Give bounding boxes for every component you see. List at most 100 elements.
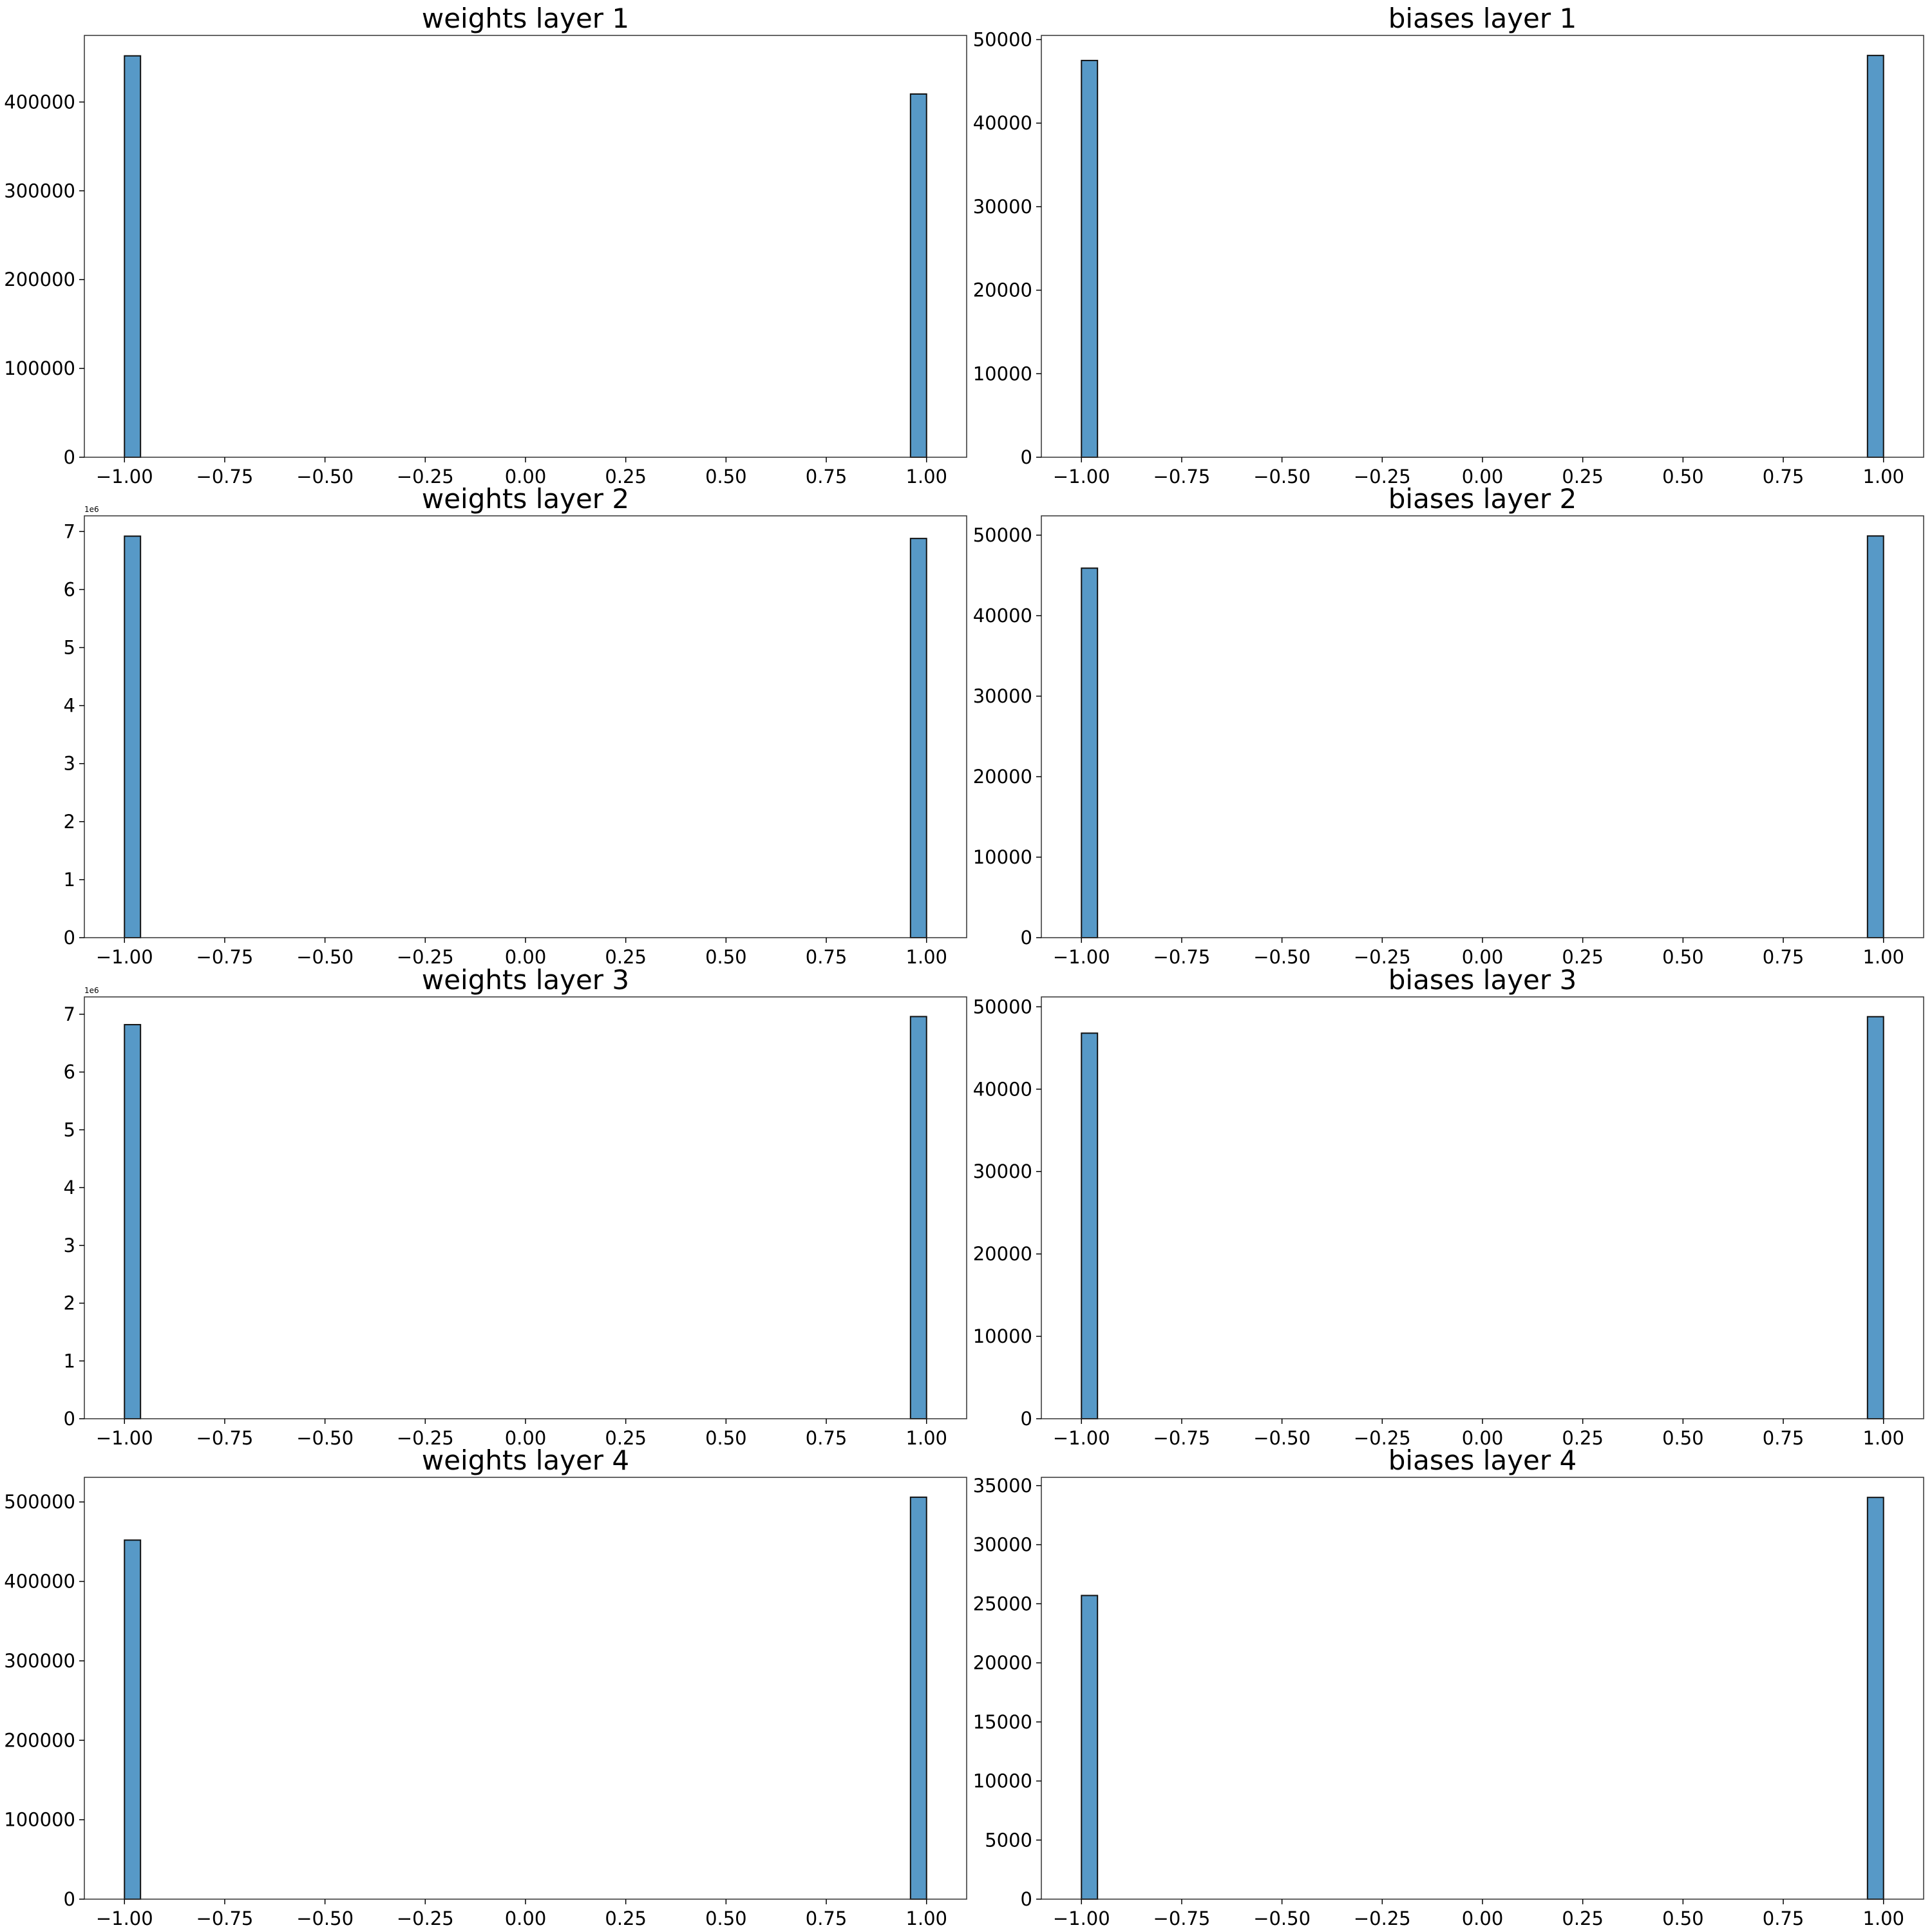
y-tick-label: 20000 <box>973 279 1032 301</box>
panel-title: weights layer 4 <box>422 1444 629 1476</box>
y-tick-label: 1 <box>64 1350 75 1372</box>
x-tick-label: −1.00 <box>96 1908 153 1929</box>
x-tick-label: 0.75 <box>1763 466 1804 488</box>
x-tick-label: −0.75 <box>196 1427 254 1449</box>
x-tick-label: 1.00 <box>1862 946 1904 968</box>
y-tick-label: 2 <box>64 1293 75 1314</box>
x-tick-label: −0.25 <box>1354 1908 1411 1929</box>
y-tick-label: 4 <box>64 695 75 717</box>
x-tick-label: −0.75 <box>1153 466 1211 488</box>
y-offset-label: 1e6 <box>84 986 99 995</box>
x-tick-label: 0.00 <box>1462 1427 1504 1449</box>
y-tick-label: 20000 <box>973 1652 1032 1674</box>
histogram-bar <box>909 1496 927 1900</box>
x-tick-label: 0.25 <box>605 1908 647 1929</box>
y-tick-label: 20000 <box>973 766 1032 788</box>
x-tick-label: 0.75 <box>806 946 848 968</box>
y-tick-label: 400000 <box>4 1571 75 1593</box>
y-tick-label: 0 <box>64 446 75 468</box>
histogram-panel-2: biases layer 1 −1.00 −0.75 −0.50 −0.25 0.00 0.… <box>973 3 1924 488</box>
histogram-panel-4: biases layer 2 −1.00 −0.75 −0.50 −0.25 0.00 0.… <box>973 483 1924 968</box>
histogram-bar <box>124 535 142 938</box>
histogram-bar <box>1866 1016 1884 1419</box>
histogram-bar <box>909 538 927 938</box>
y-tick-label: 30000 <box>973 685 1032 707</box>
axes-frame <box>1041 35 1924 458</box>
panel-title: weights layer 3 <box>422 964 629 996</box>
y-offset-label: 1e6 <box>84 505 99 514</box>
y-tick-label: 5 <box>64 1119 75 1141</box>
histogram-bar <box>1081 1595 1099 1900</box>
axes-frame <box>1041 515 1924 938</box>
x-tick-label: −0.75 <box>1153 946 1211 968</box>
panel-title: biases layer 3 <box>1388 964 1577 996</box>
x-tick-label: 0.25 <box>605 946 647 968</box>
y-tick-label: 30000 <box>973 1160 1032 1182</box>
y-tick-label: 40000 <box>973 112 1032 134</box>
histogram-bar <box>1866 1497 1884 1900</box>
x-tick-label: 0.25 <box>1562 1427 1604 1449</box>
x-tick-label: 1.00 <box>905 1427 947 1449</box>
y-tick-label: 20000 <box>973 1243 1032 1265</box>
histogram-bar <box>909 93 927 459</box>
y-tick-label: 6 <box>64 578 75 600</box>
x-tick-label: −0.50 <box>296 1908 354 1929</box>
y-tick-label: 3 <box>64 753 75 775</box>
y-tick-label: 30000 <box>973 196 1032 218</box>
x-tick-label: −1.00 <box>96 1427 153 1449</box>
x-tick-label: −0.75 <box>1153 1427 1211 1449</box>
x-tick-label: 0.00 <box>505 1908 547 1929</box>
x-tick-label: 1.00 <box>905 466 947 488</box>
y-tick-label: 500000 <box>4 1491 75 1513</box>
x-tick-label: −1.00 <box>1053 1427 1110 1449</box>
y-tick-label: 50000 <box>973 28 1032 50</box>
axes-frame <box>84 35 967 458</box>
x-tick-label: 0.50 <box>1662 1908 1704 1929</box>
x-tick-label: −0.50 <box>296 1427 354 1449</box>
histogram-bar <box>124 55 142 459</box>
x-tick-label: −0.25 <box>397 466 454 488</box>
x-tick-label: 0.50 <box>705 1427 747 1449</box>
x-tick-label: 0.50 <box>705 466 747 488</box>
x-tick-label: −0.50 <box>1253 1908 1311 1929</box>
x-tick-label: −0.25 <box>1354 466 1411 488</box>
y-tick-label: 300000 <box>4 1650 75 1672</box>
x-tick-label: 0.75 <box>806 1427 848 1449</box>
x-tick-label: 0.00 <box>505 946 547 968</box>
y-tick-label: 40000 <box>973 605 1032 627</box>
y-tick-label: 300000 <box>4 180 75 202</box>
axes-frame <box>1041 1477 1924 1900</box>
y-tick-label: 0 <box>64 927 75 949</box>
y-tick-label: 4 <box>64 1177 75 1198</box>
panel-title: biases layer 2 <box>1388 483 1577 515</box>
histogram-bar <box>1081 59 1099 458</box>
y-tick-label: 10000 <box>973 363 1032 384</box>
y-tick-label: 0 <box>64 1888 75 1910</box>
panel-title: weights layer 1 <box>422 3 629 34</box>
y-tick-label: 7 <box>64 520 75 542</box>
x-tick-label: −0.25 <box>397 946 454 968</box>
x-tick-label: 1.00 <box>905 946 947 968</box>
x-tick-label: 0.75 <box>806 1908 848 1929</box>
x-tick-label: 1.00 <box>1862 1908 1904 1929</box>
histogram-bar <box>1081 1032 1099 1419</box>
panel-title: weights layer 2 <box>422 483 629 515</box>
y-tick-label: 1 <box>64 869 75 891</box>
y-tick-label: 5 <box>64 637 75 659</box>
y-tick-label: 200000 <box>4 1729 75 1751</box>
histogram-bar <box>1866 55 1884 458</box>
x-tick-label: −0.25 <box>397 1427 454 1449</box>
x-tick-label: 0.75 <box>1763 1427 1804 1449</box>
histogram-bar <box>124 1539 142 1900</box>
x-tick-label: 0.50 <box>1662 946 1704 968</box>
x-tick-label: −0.50 <box>1253 946 1311 968</box>
histogram-bar <box>124 1024 142 1419</box>
panel-title: biases layer 4 <box>1388 1444 1577 1476</box>
y-tick-label: 2 <box>64 811 75 833</box>
x-tick-label: 1.00 <box>1862 466 1904 488</box>
x-tick-label: 0.75 <box>1763 946 1804 968</box>
y-tick-label: 200000 <box>4 269 75 290</box>
x-tick-label: 0.00 <box>505 1427 547 1449</box>
y-tick-label: 35000 <box>973 1475 1032 1497</box>
